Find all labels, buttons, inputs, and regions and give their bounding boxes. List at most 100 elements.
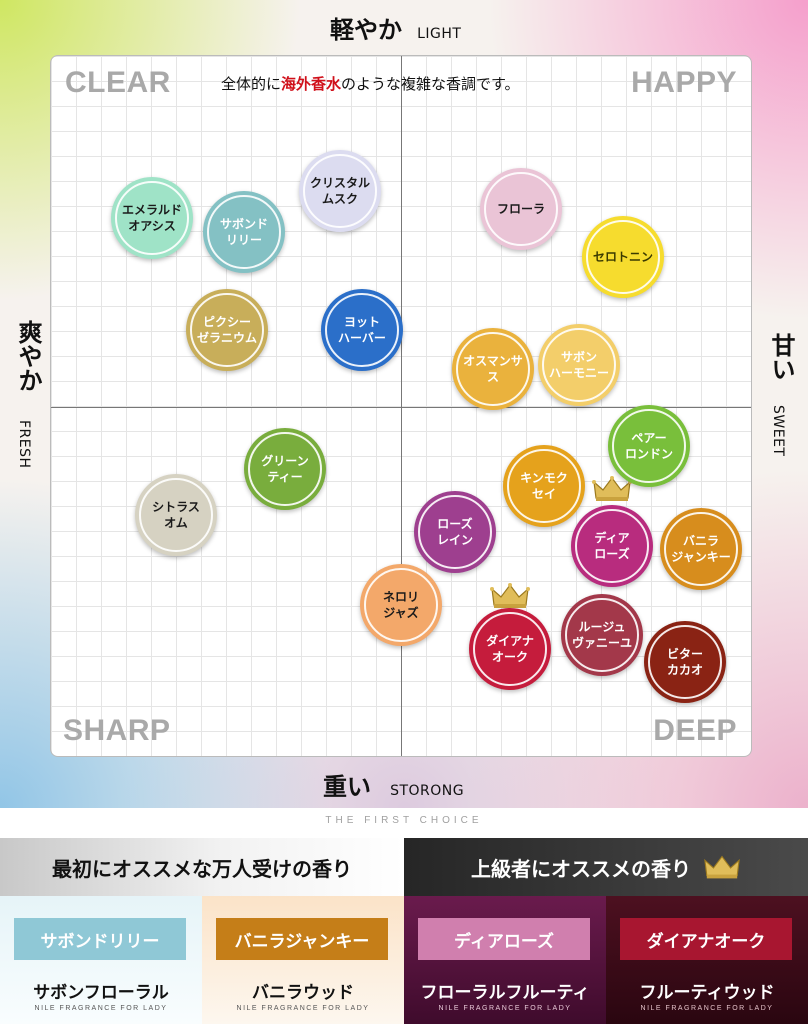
axis-top-en: LIGHT (417, 26, 462, 42)
chart-note: 全体的に海外香水のような複雑な香調です。 (221, 73, 520, 94)
bubble-ring: シトラス オム (139, 478, 213, 552)
fragrance-bubble[interactable]: セロトニン (582, 216, 664, 298)
fragrance-label: オスマンサス (463, 354, 523, 384)
expert-heading-band: 上級者にオススメの香り (404, 838, 808, 896)
horizontal-axis-line (51, 407, 751, 408)
fragrance-bubble[interactable]: ネロリ ジャズ (360, 564, 442, 646)
bubble-ring: ルージュ ヴァニーユ (565, 598, 639, 672)
beginner-heading: 最初にオススメな万人受けの香り (52, 856, 352, 881)
fragrance-bubble[interactable]: ダイアナ オーク (469, 608, 551, 690)
bubble-ring: セロトニン (586, 220, 660, 294)
bubble-ring: サボン ハーモニー (542, 328, 616, 402)
fragrance-bubble[interactable]: ルージュ ヴァニーユ (561, 594, 643, 676)
bubble-ring: ビター カカオ (648, 625, 722, 699)
bubble-ring: フローラ (484, 172, 558, 246)
bubble-ring: オスマンサス (456, 332, 530, 406)
card-type: フローラルフルーティ (420, 983, 590, 1003)
fragrance-label: サボン ハーモニー (548, 350, 609, 380)
card-name-tag: サボンドリリー (14, 918, 186, 960)
fragrance-bubble[interactable]: クリスタル ムスク (299, 150, 381, 232)
fragrance-label: ネロリ ジャズ (382, 590, 419, 620)
card-name-tag: ディアローズ (418, 918, 590, 960)
fragrance-label: ダイアナ オーク (486, 634, 534, 664)
bubble-ring: サボンド リリー (207, 195, 281, 269)
card-type: バニラウッド (252, 983, 354, 1003)
fragrance-bubble[interactable]: ヨット ハーバー (321, 289, 403, 371)
tagline: THE FIRST CHOICE (325, 815, 483, 826)
axis-bottom-jp: 重い (323, 773, 371, 801)
card-sabon-lily[interactable]: サボンドリリー サボンフローラル NILE FRAGRANCE FOR LADY (0, 896, 202, 1024)
fragrance-bubble[interactable]: キンモク セイ (503, 445, 585, 527)
fragrance-label: フローラ (496, 202, 545, 216)
bubble-ring: クリスタル ムスク (303, 154, 377, 228)
fragrance-bubble[interactable]: グリーン ティー (244, 428, 326, 510)
fragrance-label: エメラルド オアシス (121, 203, 182, 233)
fragrance-bubble[interactable]: ディア ローズ (571, 505, 653, 587)
card-type: サボンフローラル (33, 983, 169, 1003)
beginner-heading-band: 最初にオススメな万人受けの香り (0, 838, 404, 896)
card-caption: NILE FRAGRANCE FOR LADY (438, 1005, 572, 1012)
axis-right-jp: 甘い (767, 333, 795, 381)
recommendation-footer: THE FIRST CHOICE 最初にオススメな万人受けの香り 上級者にオスス… (0, 808, 808, 1024)
axis-top-jp: 軽やか (330, 16, 402, 44)
fragrance-bubble[interactable]: エメラルド オアシス (111, 177, 193, 259)
vertical-axis-line (401, 56, 402, 756)
fragrance-bubble[interactable]: ビター カカオ (644, 621, 726, 703)
card-type: フルーティウッド (639, 983, 775, 1003)
fragrance-label: ディア ローズ (594, 531, 630, 561)
fragrance-label: ビター カカオ (666, 647, 703, 677)
fragrance-bubble[interactable]: ピクシー ゼラニウム (186, 289, 268, 371)
card-name-tag: バニラジャンキー (216, 918, 388, 960)
fragrance-label: ペアー ロンドン (624, 431, 673, 461)
fragrance-label: ヨット ハーバー (338, 315, 386, 345)
bubble-ring: ネロリ ジャズ (364, 568, 438, 642)
fragrance-label: ルージュ ヴァニーユ (571, 620, 632, 650)
fragrance-bubble[interactable]: フローラ (480, 168, 562, 250)
axis-left-jp: 爽やか (14, 320, 42, 392)
fragrance-bubble[interactable]: シトラス オム (135, 474, 217, 556)
quadrant-clear: CLEAR (65, 66, 171, 99)
axis-right-en: SWEET (770, 405, 786, 457)
quadrant-sharp: SHARP (63, 714, 171, 747)
bubble-ring: ピクシー ゼラニウム (190, 293, 264, 367)
axis-bottom-label: 重い STORONG (323, 767, 464, 802)
fragrance-label: グリーン ティー (261, 454, 309, 484)
fragrance-label: ピクシー ゼラニウム (196, 315, 257, 345)
card-caption: NILE FRAGRANCE FOR LADY (640, 1005, 774, 1012)
card-vanilla-junky[interactable]: バニラジャンキー バニラウッド NILE FRAGRANCE FOR LADY (202, 896, 404, 1024)
bubble-ring: ダイアナ オーク (473, 612, 547, 686)
crown-icon (490, 583, 530, 608)
fragrance-bubble[interactable]: オスマンサス (452, 328, 534, 410)
fragrance-label: セロトニン (592, 250, 653, 264)
quadrant-happy: HAPPY (631, 66, 737, 99)
fragrance-bubble[interactable]: サボンド リリー (203, 191, 285, 273)
fragrance-bubble[interactable]: サボン ハーモニー (538, 324, 620, 406)
card-dear-rose[interactable]: ディアローズ フローラルフルーティ NILE FRAGRANCE FOR LAD… (404, 896, 606, 1024)
bubble-ring: キンモク セイ (507, 449, 581, 523)
fragrance-label: バニラ ジャンキー (671, 534, 731, 564)
card-caption: NILE FRAGRANCE FOR LADY (34, 1005, 168, 1012)
fragrance-label: クリスタル ムスク (309, 176, 370, 206)
expert-heading: 上級者にオススメの香り (471, 856, 691, 881)
crown-icon (704, 855, 740, 879)
fragrance-bubble[interactable]: バニラ ジャンキー (660, 508, 742, 590)
note-highlight: 海外香水 (281, 75, 342, 93)
bubble-ring: グリーン ティー (248, 432, 322, 506)
fragrance-bubble[interactable]: ペアー ロンドン (608, 405, 690, 487)
axis-bottom-en: STORONG (390, 783, 465, 799)
bubble-ring: ペアー ロンドン (612, 409, 686, 483)
card-caption: NILE FRAGRANCE FOR LADY (236, 1005, 370, 1012)
fragrance-map: CLEAR HAPPY SHARP DEEP 全体的に海外香水のような複雑な香調… (50, 55, 752, 757)
quadrant-deep: DEEP (653, 714, 737, 747)
axis-left-en: FRESH (16, 420, 32, 469)
fragrance-label: サボンド リリー (219, 217, 268, 247)
bubble-ring: バニラ ジャンキー (664, 512, 738, 586)
note-after: のような複雑な香調です。 (341, 75, 520, 93)
bubble-ring: エメラルド オアシス (115, 181, 189, 255)
fragrance-bubble[interactable]: ローズ レイン (414, 491, 496, 573)
axis-top-label: 軽やか LIGHT (330, 10, 461, 45)
card-diana-oak[interactable]: ダイアナオーク フルーティウッド NILE FRAGRANCE FOR LADY (606, 896, 808, 1024)
note-before: 全体的に (221, 75, 282, 93)
fragrance-label: シトラス オム (152, 500, 200, 530)
bubble-ring: ローズ レイン (418, 495, 492, 569)
